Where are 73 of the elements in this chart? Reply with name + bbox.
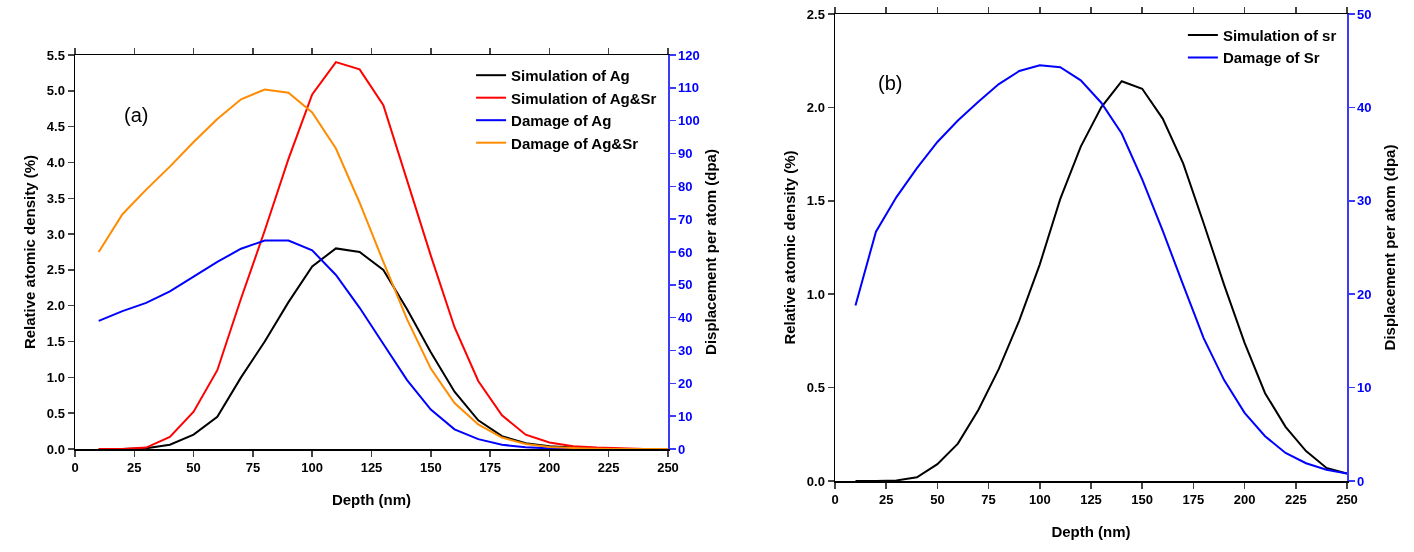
x-tick-label: 0	[831, 492, 839, 508]
y2-tick-label: 90	[678, 146, 693, 162]
x-tick-label: 200	[1233, 492, 1256, 508]
legend-label: Simulation of sr	[1222, 26, 1337, 44]
y2-tick-label: 10	[678, 408, 693, 424]
y2-tick-label: 120	[678, 47, 700, 63]
legend-label: Simulation of Ag	[511, 67, 630, 85]
legend-label: Simulation of Ag&Sr	[511, 89, 657, 107]
y-tick-label: 1.5	[46, 334, 65, 350]
x-tick-label: 50	[186, 460, 201, 476]
y-axis-title: Relative atomic density (%)	[780, 150, 798, 345]
x-tick-label: 250	[1336, 492, 1358, 508]
y2-tick-label: 20	[1357, 286, 1372, 302]
y-tick-label: 0.5	[46, 405, 65, 421]
y-tick-label: 2.0	[806, 99, 825, 115]
y-tick-label: 5.0	[46, 83, 65, 99]
y2-tick-label: 20	[678, 375, 693, 391]
y-axis-title: Relative atomic density (%)	[20, 154, 38, 350]
x-tick-label: 175	[1182, 492, 1205, 508]
x-axis-title: Depth (nm)	[1051, 522, 1131, 540]
y2-axis-title: Displacement per atom (dpa)	[702, 149, 719, 355]
y-tick-label: 1.0	[46, 369, 65, 385]
x-tick-label: 100	[301, 460, 324, 476]
x-tick-label: 150	[1131, 492, 1154, 508]
y2-tick-label: 70	[678, 211, 693, 227]
y2-tick-label: 80	[678, 178, 693, 194]
y-tick-label: 3.0	[46, 226, 65, 242]
y2-tick-label: 40	[678, 310, 693, 326]
y-tick-label: 2.0	[46, 298, 65, 314]
x-tick-label: 225	[1284, 492, 1307, 508]
y-tick-label: 0.0	[806, 473, 825, 489]
x-tick-label: 125	[360, 460, 383, 476]
x-tick-label: 50	[930, 492, 945, 508]
y-tick-label: 2.5	[46, 262, 65, 278]
y-tick-label: 1.5	[806, 193, 825, 209]
y-tick-label: 4.5	[46, 119, 65, 135]
legend-label: Damage of Ag&Sr	[511, 134, 639, 152]
x-tick-label: 25	[127, 460, 142, 476]
x-tick-label: 200	[538, 460, 561, 476]
y2-tick-label: 30	[1357, 193, 1372, 209]
y-tick-label: 4.0	[46, 155, 65, 170]
y2-axis-title: Displacement per atom (dpa)	[1381, 144, 1398, 351]
y-tick-label: 5.5	[46, 47, 65, 63]
y-tick-label: 0.5	[806, 380, 825, 396]
y2-tick-label: 100	[678, 113, 700, 129]
x-axis-title: Depth (nm)	[331, 490, 412, 508]
x-tick-label: 125	[1080, 492, 1102, 508]
y2-tick-label: 40	[1357, 99, 1372, 115]
y2-tick-label: 30	[678, 343, 693, 359]
x-tick-label: 75	[981, 492, 996, 508]
annotation: (b)	[878, 72, 903, 94]
y2-tick-label: 10	[1357, 380, 1372, 396]
x-tick-label: 250	[657, 460, 679, 476]
y2-tick-label: 50	[678, 277, 693, 293]
y-tick-label: 3.5	[46, 190, 65, 206]
x-tick-label: 150	[419, 460, 442, 476]
legend-label: Damage of Ag	[511, 112, 612, 130]
y-tick-label: 0.0	[46, 441, 65, 457]
legend-label: Damage of Sr	[1222, 49, 1320, 67]
y2-tick-label: 60	[678, 244, 693, 260]
y2-tick-label: 50	[1357, 6, 1372, 22]
x-tick-label: 75	[245, 460, 261, 476]
y2-tick-label: 110	[678, 80, 700, 96]
x-tick-label: 100	[1028, 492, 1051, 508]
x-tick-label: 25	[878, 492, 894, 508]
y-tick-label: 2.5	[806, 6, 825, 22]
x-tick-label: 0	[71, 460, 79, 476]
y-tick-label: 1.0	[806, 286, 825, 302]
x-tick-label: 225	[597, 460, 620, 476]
annotation: (a)	[124, 104, 149, 126]
x-tick-label: 175	[479, 460, 501, 476]
y2-tick-label: 0	[1357, 473, 1365, 489]
y2-tick-label: 0	[678, 441, 686, 457]
